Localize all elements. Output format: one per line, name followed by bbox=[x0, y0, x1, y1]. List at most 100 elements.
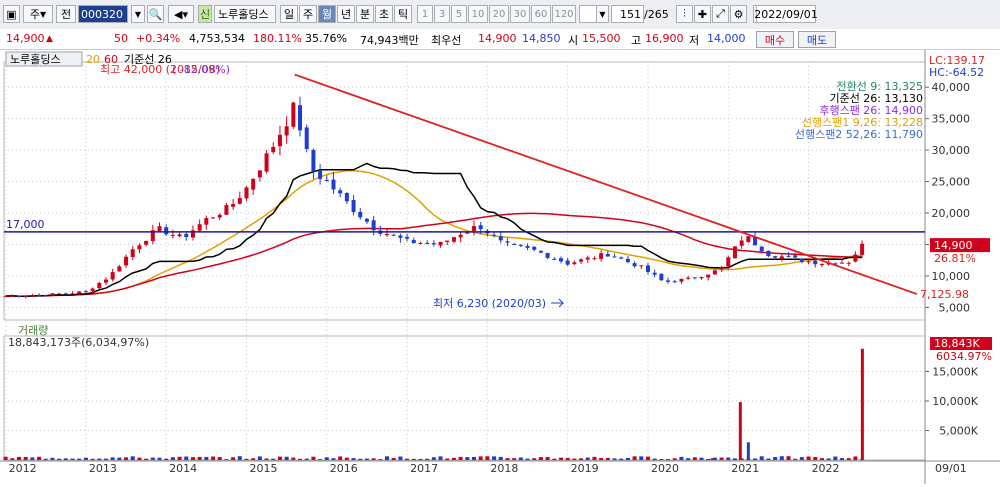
volume-bar bbox=[478, 456, 483, 460]
num-1[interactable]: 1 bbox=[417, 5, 433, 23]
candle-body bbox=[385, 234, 390, 236]
volume-bar bbox=[592, 456, 597, 460]
num-60[interactable]: 60 bbox=[531, 5, 551, 23]
volume-bar bbox=[37, 456, 42, 460]
volume-bar bbox=[532, 458, 537, 460]
count-total: /265 bbox=[644, 7, 669, 21]
volume-bar bbox=[759, 456, 764, 460]
low-label: 저 bbox=[689, 34, 700, 47]
volume-bar bbox=[753, 458, 758, 460]
volume-bar bbox=[57, 458, 62, 460]
add-indicator-icon[interactable]: ✚ bbox=[694, 5, 711, 23]
count-dropdown-icon[interactable]: ▼ bbox=[596, 5, 609, 23]
trend-line bbox=[294, 73, 918, 295]
high-pct: ( -82.09%) bbox=[172, 63, 230, 76]
high-annotation: 최고 42,000 (2015/08) bbox=[100, 63, 220, 76]
period-year[interactable]: 년 bbox=[337, 5, 355, 23]
ma20-legend: 20 bbox=[86, 53, 100, 66]
candle-body bbox=[271, 146, 276, 153]
current-price-label: 14,900 bbox=[934, 239, 973, 252]
candle-body bbox=[284, 126, 289, 136]
volume-bar bbox=[137, 457, 142, 460]
volume-bar bbox=[217, 457, 222, 460]
candle-body bbox=[438, 241, 443, 246]
candle-body bbox=[471, 226, 477, 231]
candle-body bbox=[498, 236, 503, 241]
volume-bar bbox=[184, 456, 189, 460]
candle-body bbox=[30, 295, 35, 297]
volume-bar bbox=[819, 458, 824, 460]
num-5[interactable]: 5 bbox=[451, 5, 467, 23]
speaker-icon[interactable]: ◀▾ bbox=[168, 5, 194, 23]
chart-area[interactable]: 40,00035,00030,00025,00020,00015,00010,0… bbox=[0, 50, 1000, 484]
volume-bar bbox=[732, 458, 737, 460]
candle-body bbox=[793, 255, 798, 258]
volume-bar bbox=[291, 457, 296, 460]
volume-bar bbox=[431, 457, 436, 460]
volume-bar bbox=[585, 457, 590, 460]
code-mode-select[interactable]: 주 ▼ bbox=[23, 5, 53, 23]
stock-code-input[interactable]: 000320 bbox=[78, 5, 128, 23]
volume-bar bbox=[645, 456, 650, 460]
candle-body bbox=[619, 257, 624, 259]
market-button[interactable]: 전 bbox=[56, 5, 76, 23]
period-tick[interactable]: 틱 bbox=[394, 5, 412, 23]
volume-bar bbox=[358, 458, 363, 460]
candle-body bbox=[324, 179, 329, 181]
stock-chart[interactable]: 40,00035,00030,00025,00020,00015,00010,0… bbox=[0, 50, 1000, 484]
period-week[interactable]: 주 bbox=[299, 5, 317, 23]
candle-body bbox=[117, 266, 122, 272]
volume-tick-label: 10,000K bbox=[932, 395, 978, 408]
ichimoku-legend: 기준선 26: 13,130 bbox=[829, 92, 923, 105]
volume-bar bbox=[552, 458, 557, 460]
candle-body bbox=[184, 233, 189, 237]
candle-body bbox=[211, 217, 216, 219]
num-20[interactable]: 20 bbox=[489, 5, 509, 23]
settings-icon[interactable]: ⚙ bbox=[730, 5, 747, 23]
candle-body bbox=[666, 280, 671, 282]
sell-button[interactable]: 매도 bbox=[798, 31, 836, 48]
volume-subtitle: 18,843,173주(6,034,97%) bbox=[8, 336, 149, 349]
candle-body bbox=[137, 245, 142, 250]
period-second[interactable]: 초 bbox=[375, 5, 393, 23]
num-30[interactable]: 30 bbox=[510, 5, 530, 23]
year-label: 2020 bbox=[651, 462, 679, 475]
candle-body bbox=[170, 234, 175, 236]
num-3[interactable]: 3 bbox=[434, 5, 450, 23]
period-month[interactable]: 월 bbox=[318, 5, 336, 23]
candle-body bbox=[110, 272, 115, 280]
volume-bar bbox=[177, 456, 182, 460]
date-input[interactable]: 2022/09/01 bbox=[754, 5, 818, 23]
buy-button[interactable]: 매수 bbox=[756, 31, 794, 48]
year-label: 2021 bbox=[731, 462, 759, 475]
toolbar: ▣ 주 ▼ 전 000320 ▼ 🔍 ◀▾ 신 노루홀딩스 일 주 월 년 분 초… bbox=[0, 0, 1000, 30]
volume-bar bbox=[766, 458, 771, 460]
drawing-tool-icon[interactable]: ⤢ bbox=[712, 5, 729, 23]
chart-type-icon[interactable]: ⫶ bbox=[676, 5, 693, 23]
volume-bar bbox=[719, 457, 724, 460]
num-10[interactable]: 10 bbox=[468, 5, 488, 23]
candle-body bbox=[217, 214, 222, 218]
count-input[interactable]: 151 bbox=[611, 5, 644, 23]
volume-bars bbox=[3, 348, 865, 460]
candle-body bbox=[652, 272, 657, 275]
candle-body bbox=[712, 270, 717, 275]
period-day[interactable]: 일 bbox=[280, 5, 298, 23]
volume-bar bbox=[257, 456, 262, 460]
volume-bar bbox=[16, 456, 21, 460]
year-label: 2013 bbox=[89, 462, 117, 475]
volume-bar bbox=[605, 457, 610, 460]
candle-body bbox=[63, 293, 68, 295]
candle-body bbox=[572, 262, 577, 265]
candle-body bbox=[732, 246, 737, 259]
up-arrow-icon: ▲ bbox=[46, 34, 53, 44]
num-120[interactable]: 120 bbox=[552, 5, 576, 23]
window-icon[interactable]: ▣ bbox=[3, 5, 20, 23]
period-minute[interactable]: 분 bbox=[356, 5, 374, 23]
ma20-line bbox=[5, 169, 863, 297]
candle-body bbox=[632, 263, 637, 267]
search-icon[interactable]: 🔍 bbox=[147, 5, 164, 23]
code-dropdown-icon[interactable]: ▼ bbox=[131, 5, 145, 23]
candle-body bbox=[739, 240, 744, 246]
volume-bar bbox=[338, 456, 343, 460]
